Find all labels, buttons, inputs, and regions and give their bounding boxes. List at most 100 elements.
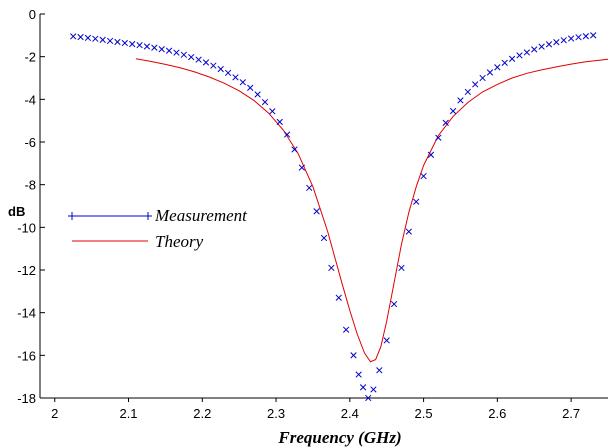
measurement-point-stroke-b <box>560 37 567 44</box>
measurement-point-stroke-b <box>195 56 202 63</box>
measurement-point <box>158 46 165 53</box>
measurement-point-stroke-b <box>523 49 531 56</box>
measurement-point-stroke-b <box>350 352 357 359</box>
measurement-point-stroke-b <box>247 84 254 91</box>
measurement-point-stroke-b <box>582 33 590 40</box>
measurement-point-stroke-b <box>545 41 553 48</box>
measurement-point <box>298 164 306 171</box>
measurement-point <box>350 352 357 359</box>
measurement-point-stroke-b <box>151 44 158 51</box>
measurement-point-stroke-b <box>464 88 471 96</box>
measurement-point <box>276 118 283 126</box>
measurement-point <box>84 34 92 42</box>
measurement-point <box>449 107 457 115</box>
measurement-point <box>560 37 567 44</box>
measurement-point-stroke-b <box>567 35 575 42</box>
legend-item-theory: Theory <box>72 232 204 251</box>
measurement-point-stroke-b <box>70 33 77 40</box>
measurement-point-stroke-b <box>427 151 435 158</box>
measurement-point <box>567 35 575 42</box>
measurement-point <box>531 46 538 53</box>
x-tick-label: 2.6 <box>488 406 506 421</box>
measurement-point <box>173 49 180 56</box>
measurement-point-stroke-b <box>92 35 99 42</box>
measurement-point-stroke-b <box>269 108 276 115</box>
measurement-point <box>217 65 224 73</box>
x-tick-label: 2.4 <box>341 406 359 421</box>
measurement-point <box>413 198 420 205</box>
measurement-point <box>486 69 494 76</box>
y-tick-label: -8 <box>24 178 36 193</box>
measurement-point <box>313 208 320 215</box>
measurement-point-stroke-b <box>188 53 195 61</box>
measurement-point-stroke-b <box>136 41 143 49</box>
measurement-point <box>472 81 479 88</box>
measurement-point-stroke-b <box>376 367 383 374</box>
measurement-point <box>383 337 390 344</box>
measurement-point <box>151 44 158 51</box>
y-tick-label: -4 <box>24 92 36 107</box>
measurement-point <box>224 69 232 77</box>
measurement-point <box>70 33 77 40</box>
measurement-point-stroke-b <box>508 55 516 62</box>
legend: Measurement Theory <box>68 206 248 251</box>
measurement-point <box>405 228 412 235</box>
measurement-point <box>232 74 239 81</box>
measurement-point-stroke-b <box>435 134 442 141</box>
measurement-point <box>210 62 217 69</box>
legend-theory-label: Theory <box>155 232 204 251</box>
measurement-point <box>143 43 151 50</box>
measurement-point-stroke-b <box>390 300 398 308</box>
measurement-point-stroke-b <box>158 46 165 53</box>
measurement-point <box>370 386 377 393</box>
measurement-point <box>195 56 202 63</box>
x-tick-label: 2.3 <box>267 406 285 421</box>
measurement-point <box>501 59 508 67</box>
y-tick-label: -12 <box>17 263 36 278</box>
measurement-point <box>590 32 597 39</box>
measurement-point <box>464 88 471 96</box>
legend-measurement-label: Measurement <box>154 206 248 225</box>
measurement-point <box>355 371 362 378</box>
legend-measurement-marker-left <box>68 212 76 220</box>
measurement-point <box>342 326 350 333</box>
measurement-point <box>376 367 383 374</box>
measurement-point <box>306 184 313 192</box>
y-tick-label: -10 <box>17 220 36 235</box>
measurement-point <box>538 43 545 50</box>
measurement-point <box>435 134 442 141</box>
x-tick-label: 2.5 <box>415 406 433 421</box>
x-tick-label: 2.1 <box>119 406 137 421</box>
measurement-point <box>335 294 342 301</box>
legend-measurement-marker-right <box>144 212 152 220</box>
x-ticks: 2 2.1 2.2 2.3 2.4 2.5 2.6 2.7 <box>51 398 580 421</box>
measurement-point-stroke-b <box>143 43 151 50</box>
measurement-point-stroke-b <box>457 97 464 104</box>
measurement-point-stroke-b <box>217 65 224 73</box>
measurement-point <box>291 146 298 153</box>
measurement-point-stroke-b <box>355 371 362 378</box>
measurement-point-stroke-b <box>486 69 494 76</box>
measurement-point <box>165 47 173 54</box>
measurement-point-stroke-b <box>291 146 298 153</box>
measurement-point-stroke-b <box>320 234 328 242</box>
measurement-point-stroke-b <box>538 43 545 50</box>
measurement-point <box>582 33 590 40</box>
measurement-point-stroke-b <box>449 107 457 115</box>
measurement-point <box>328 264 335 272</box>
measurement-point-stroke-b <box>276 118 283 126</box>
measurement-point <box>92 35 99 42</box>
measurement-point-stroke-b <box>516 52 523 59</box>
measurement-point-stroke-b <box>398 264 405 272</box>
x-tick-label: 2 <box>51 406 58 421</box>
measurement-point-stroke-b <box>84 34 92 42</box>
measurement-point <box>129 40 136 48</box>
measurement-point <box>99 36 106 43</box>
measurement-point <box>442 119 449 126</box>
measurement-point-stroke-b <box>114 38 121 46</box>
measurement-point <box>523 49 531 56</box>
measurement-point <box>239 79 247 86</box>
measurement-point-stroke-b <box>180 51 187 58</box>
measurement-point <box>359 384 367 391</box>
measurement-point <box>457 97 464 104</box>
